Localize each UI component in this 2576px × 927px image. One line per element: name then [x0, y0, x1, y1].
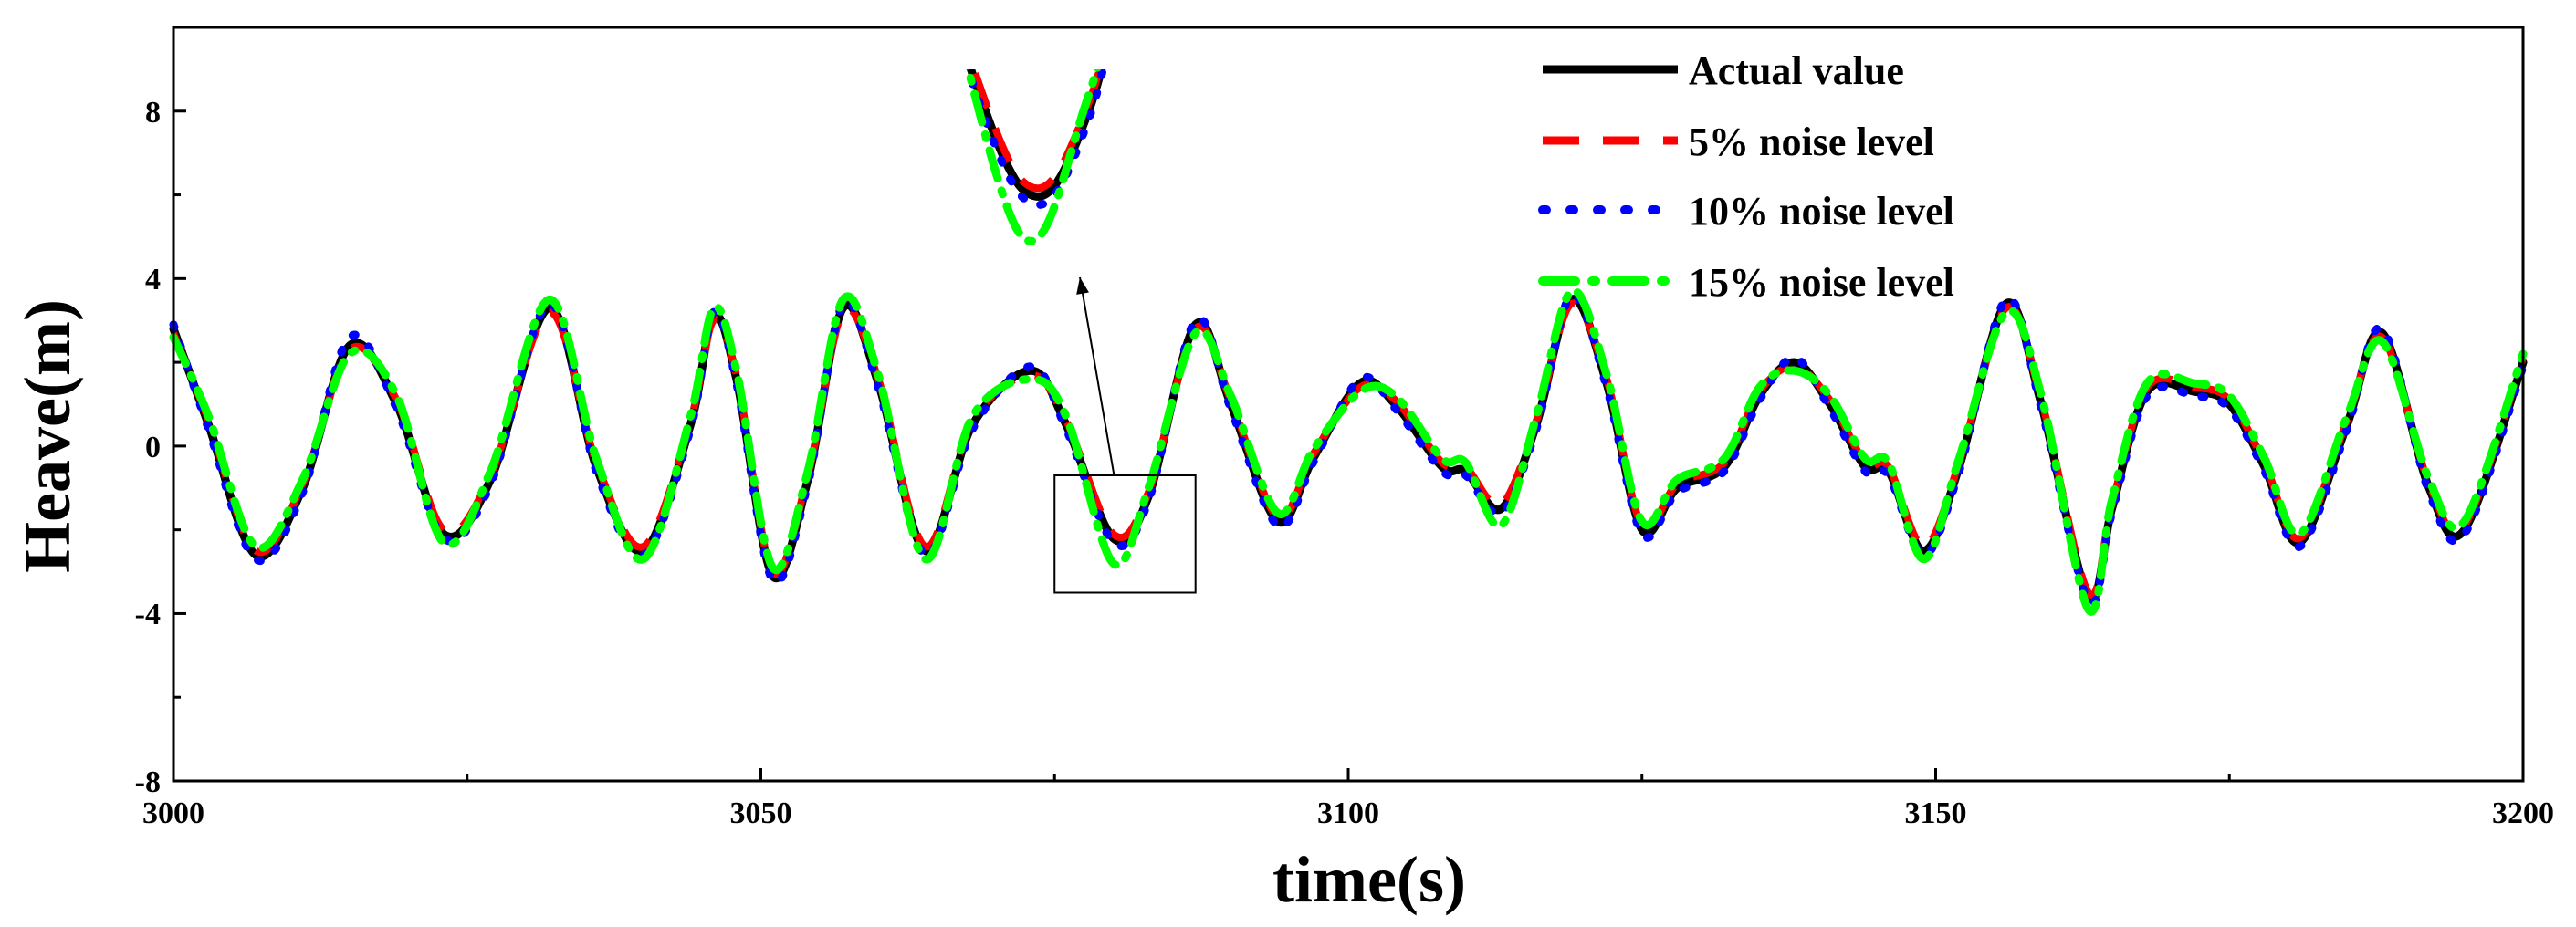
legend-label-noise15: 15% noise level: [1689, 260, 1954, 305]
zoom-arrow-head: [1076, 277, 1089, 295]
legend-label-noise10: 10% noise level: [1689, 189, 1954, 234]
x-tick-label: 3100: [1317, 797, 1379, 830]
x-tick-label: 3150: [1905, 797, 1967, 830]
legend-label-noise5: 5% noise level: [1689, 120, 1934, 164]
y-tick-label: -4: [135, 598, 161, 631]
legend: Actual value 5% noise level 10% noise le…: [1538, 48, 1954, 305]
y-tick-label: 0: [145, 431, 161, 464]
x-tick-label: 3000: [142, 797, 204, 830]
zoom-arrow-line: [1079, 276, 1115, 476]
zoom-region-box: [1053, 474, 1197, 594]
x-axis-title: time(s): [1272, 843, 1466, 916]
inset-layer: [963, 69, 1197, 594]
y-tick-label: 8: [145, 96, 161, 130]
y-tick-label: 4: [145, 263, 161, 297]
x-tick-labels: 3000 3050 3100 3150 3200: [142, 797, 2554, 830]
y-tick-labels: -8 -4 0 4 8: [135, 96, 161, 799]
series-line-noise-15: [169, 286, 2528, 616]
tick-layer: [172, 26, 2525, 783]
y-tick-label: -8: [135, 766, 161, 799]
x-tick-label: 3050: [730, 797, 792, 830]
y-axis-title: Heave(m): [11, 299, 84, 573]
x-tick-label: 3200: [2492, 797, 2554, 830]
legend-label-actual: Actual value: [1689, 48, 1904, 93]
series-layer: [169, 286, 2528, 616]
